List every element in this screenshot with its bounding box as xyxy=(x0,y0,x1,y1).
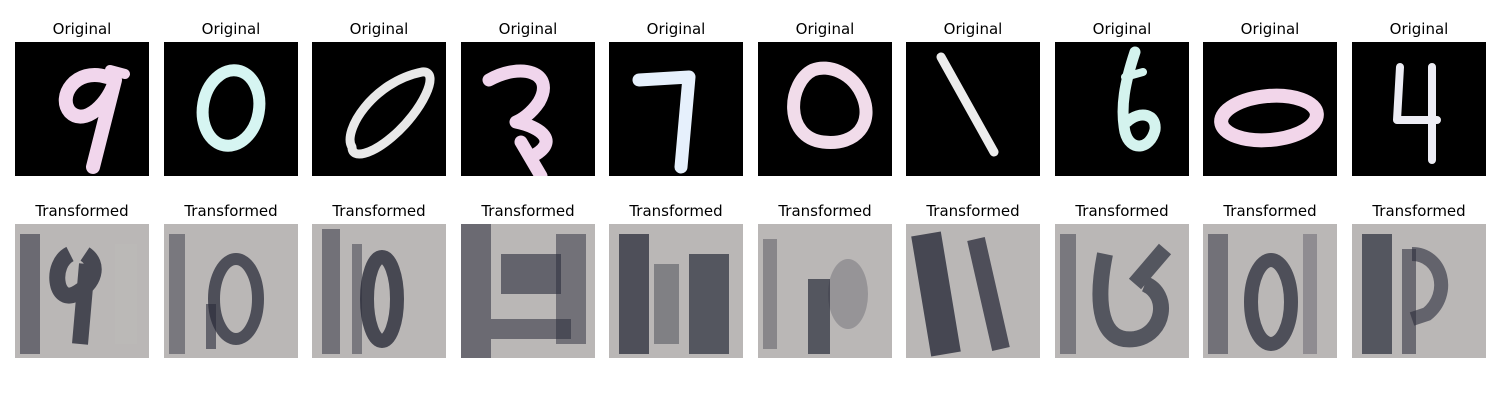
transformed-title: Transformed xyxy=(1223,202,1317,220)
original-digit-image xyxy=(15,42,149,176)
original-digit-image xyxy=(164,42,298,176)
transformed-digit-image xyxy=(906,224,1040,358)
original-digit-image xyxy=(461,42,595,176)
original-digit-image xyxy=(312,42,446,176)
original-title: Original xyxy=(646,20,706,38)
transformed-digit-image xyxy=(1203,224,1337,358)
original-title: Original xyxy=(943,20,1003,38)
original-title: Original xyxy=(201,20,261,38)
transformed-digit-image xyxy=(15,224,149,358)
original-digit-image xyxy=(609,42,743,176)
original-digit-image xyxy=(1352,42,1486,176)
transformed-title: Transformed xyxy=(1075,202,1169,220)
transformed-title: Transformed xyxy=(629,202,723,220)
transformed-title: Transformed xyxy=(35,202,129,220)
original-title: Original xyxy=(1240,20,1300,38)
transformed-digit-image xyxy=(461,224,595,358)
transformed-digit-image xyxy=(758,224,892,358)
transformed-digit-image xyxy=(164,224,298,358)
original-digit-image xyxy=(906,42,1040,176)
original-title: Original xyxy=(1389,20,1449,38)
original-digit-image xyxy=(1055,42,1189,176)
original-title: Original xyxy=(1092,20,1152,38)
transformed-title: Transformed xyxy=(926,202,1020,220)
original-digit-image xyxy=(758,42,892,176)
transformed-title: Transformed xyxy=(332,202,426,220)
transformed-digit-image xyxy=(312,224,446,358)
original-title: Original xyxy=(498,20,558,38)
transformed-title: Transformed xyxy=(1372,202,1466,220)
original-title: Original xyxy=(795,20,855,38)
transformed-title: Transformed xyxy=(184,202,278,220)
transformed-title: Transformed xyxy=(481,202,575,220)
transformed-digit-image xyxy=(1352,224,1486,358)
transformed-digit-image xyxy=(609,224,743,358)
transformed-title: Transformed xyxy=(778,202,872,220)
original-digit-image xyxy=(1203,42,1337,176)
original-title: Original xyxy=(349,20,409,38)
transformed-digit-image xyxy=(1055,224,1189,358)
original-title: Original xyxy=(52,20,112,38)
